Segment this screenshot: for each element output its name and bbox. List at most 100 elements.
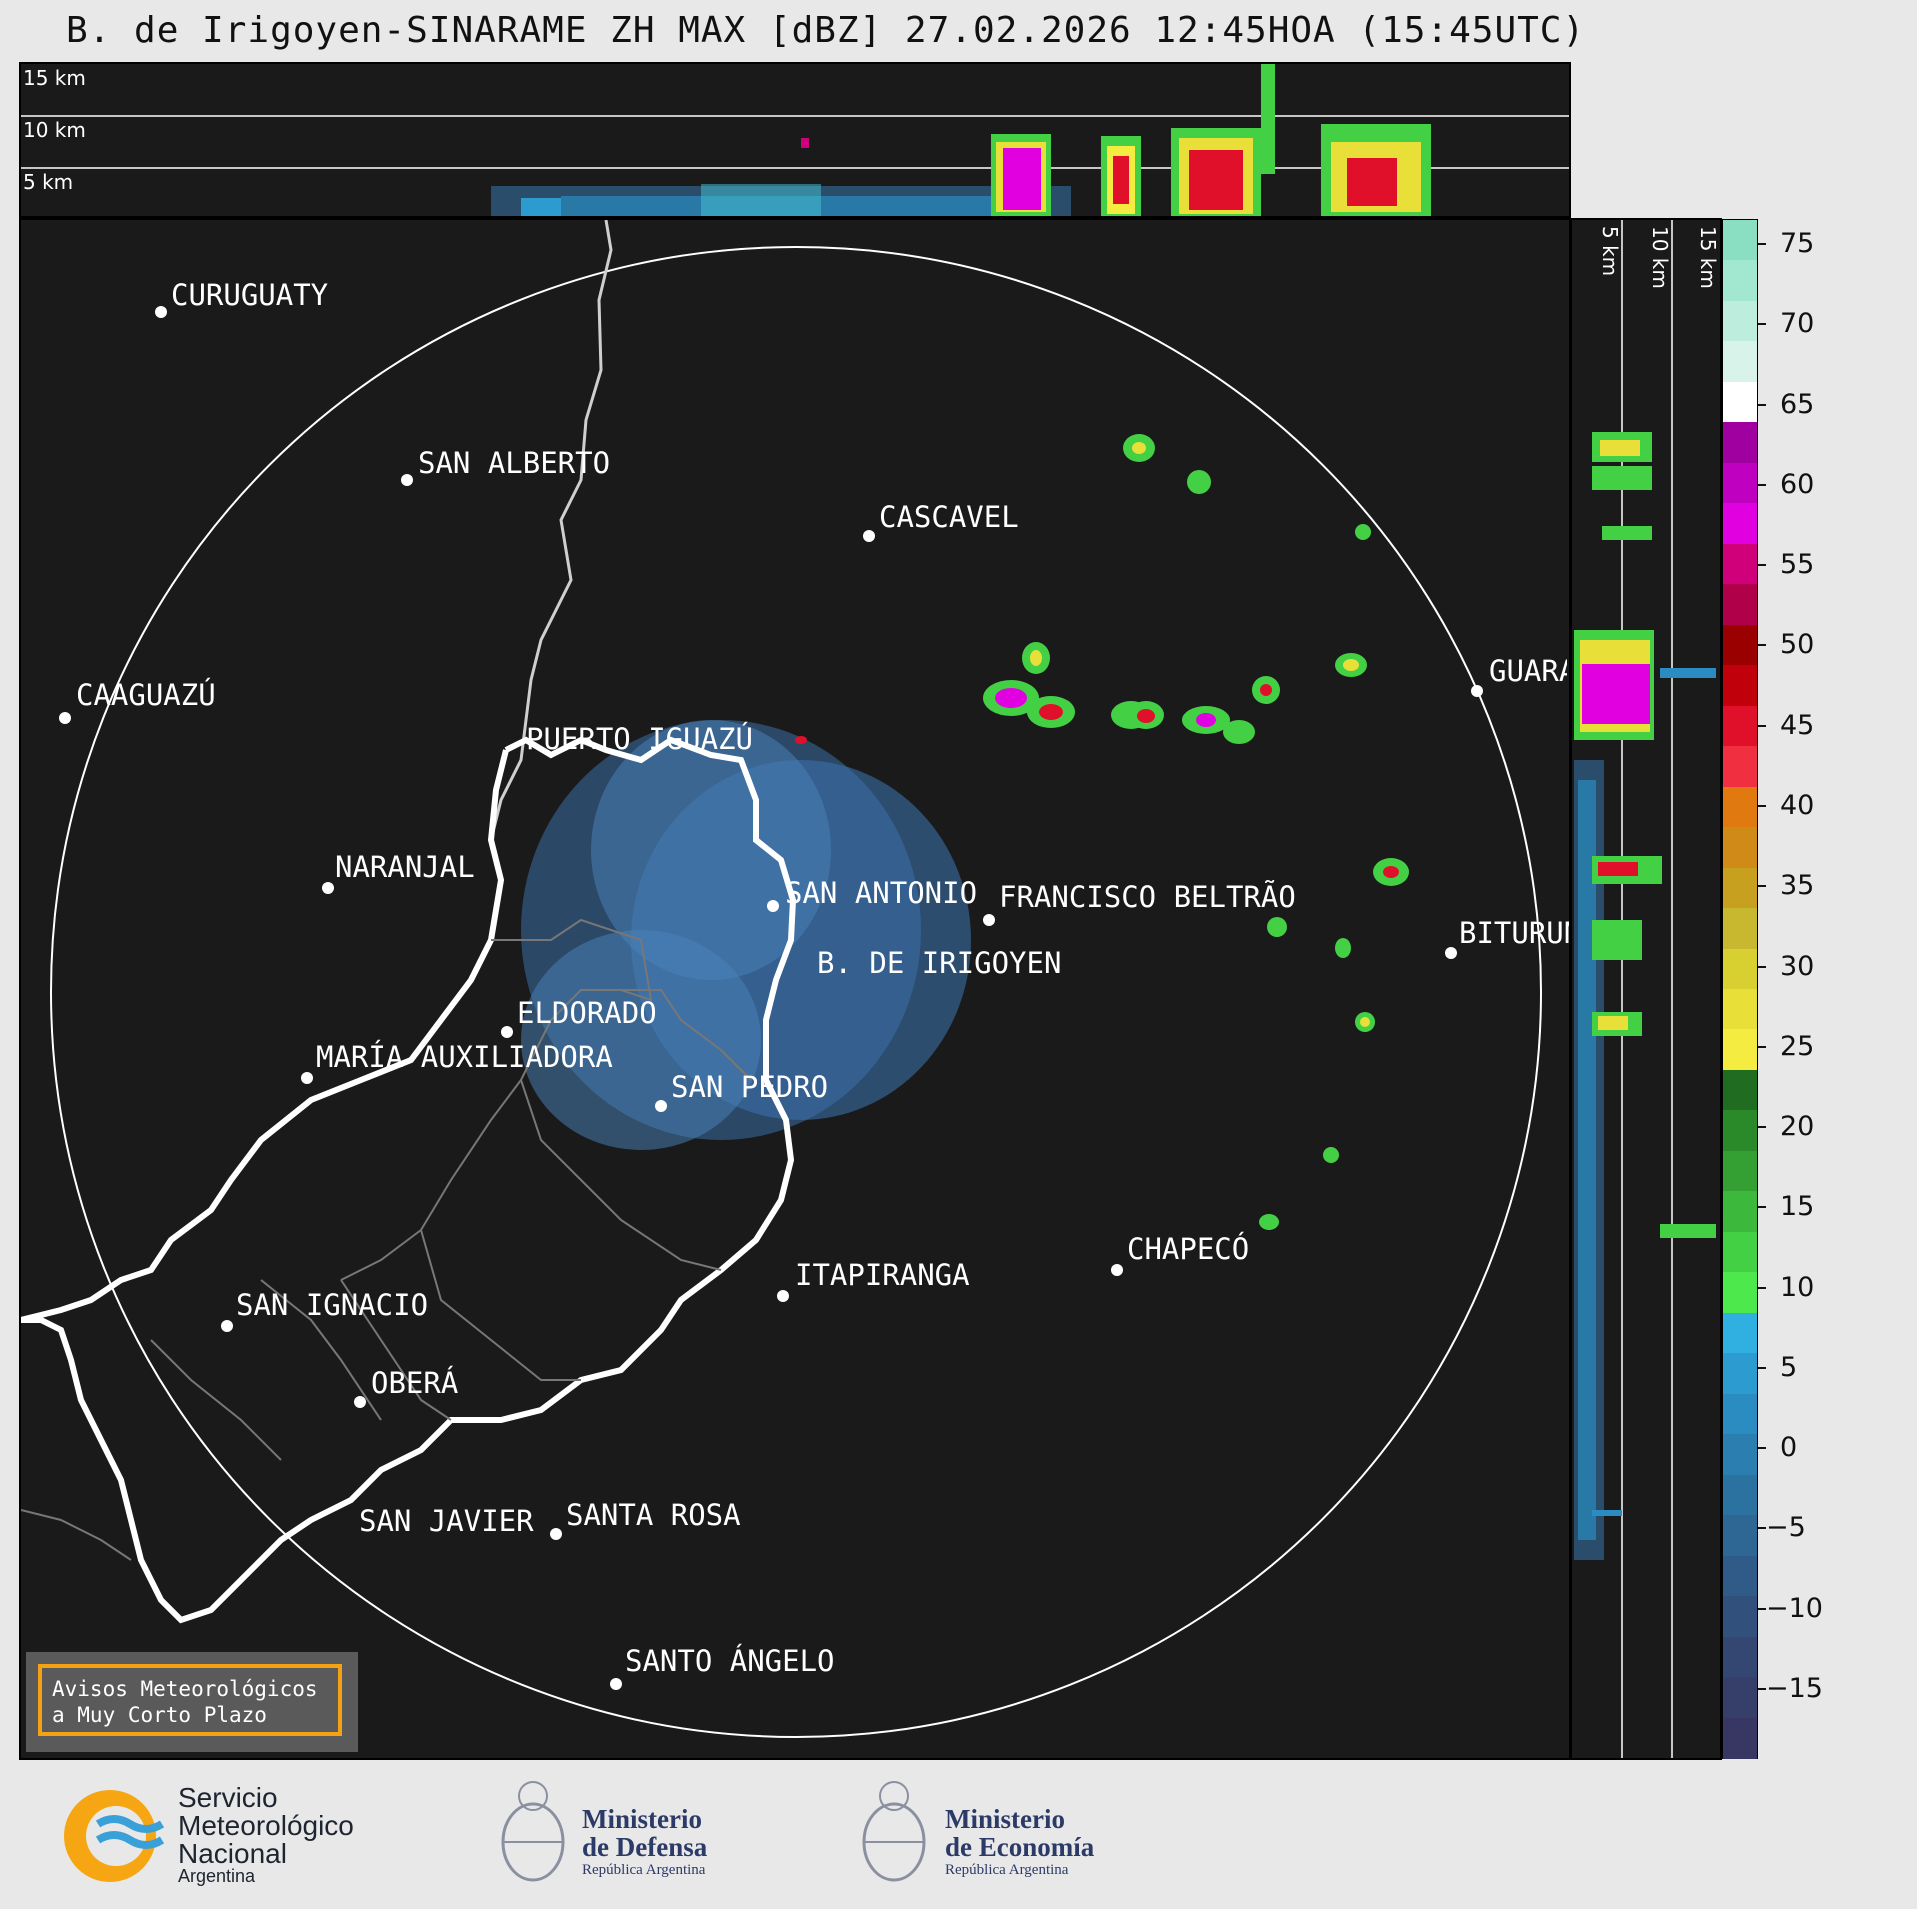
top-profile-graphics: [21, 64, 1569, 216]
colorbar-segment: [1723, 1515, 1757, 1557]
colorbar-tick-mark: [1758, 1366, 1766, 1369]
avisos-line2: a Muy Corto Plazo: [52, 1703, 267, 1727]
colorbar-tick-mark: [1758, 1126, 1766, 1129]
border-line: [489, 220, 613, 841]
defensa-logo-line2: de Defensa: [582, 1832, 708, 1862]
colorbar-segment: [1723, 1110, 1757, 1152]
colorbar-segment: [1723, 1069, 1757, 1112]
smn-logo-line2: Meteorológico: [178, 1810, 354, 1841]
avisos-frame: Avisos Meteorológicos a Muy Corto Plazo: [38, 1664, 342, 1736]
city-label-san-pedro: SAN PEDRO: [671, 1070, 829, 1104]
colorbar-segment: [1723, 1393, 1757, 1436]
colorbar-tick-mark: [1758, 564, 1766, 567]
map-title: B. de Irigoyen-SINARAME ZH MAX [dBZ] 27.…: [66, 10, 1586, 51]
colorbar-tick-label: 40: [1780, 789, 1815, 821]
colorbar-segment: [1723, 462, 1757, 505]
colorbar-tick-label: 30: [1780, 950, 1815, 982]
avisos-box[interactable]: Avisos Meteorológicos a Muy Corto Plazo: [26, 1652, 358, 1752]
range-ring: [50, 246, 1542, 1738]
city-label-eldorado: ELDORADO: [517, 996, 657, 1030]
side-height-label-5km: 5 km: [1598, 226, 1622, 277]
coat-of-arms-icon: [862, 1781, 926, 1882]
colorbar-tick-mark: [1758, 1045, 1766, 1048]
city-dot: [501, 1026, 513, 1038]
colorbar-tick-mark: [1758, 965, 1766, 968]
side-profile-graphics: [1574, 220, 1716, 1758]
colorbar-segment: [1723, 786, 1757, 829]
colorbar-tick-label: −5: [1766, 1512, 1806, 1544]
economia-logo-line3: República Argentina: [945, 1862, 1069, 1878]
colorbar-tick-mark: [1758, 1447, 1766, 1450]
city-label-maria-auxiliadora: MARÍA AUXILIADORA: [316, 1040, 613, 1074]
storm-cells: [795, 434, 1409, 1230]
colorbar-tick-label: 35: [1780, 870, 1815, 902]
colorbar-tick-mark: [1758, 323, 1766, 326]
colorbar-tick-mark: [1758, 1607, 1766, 1610]
city-dot: [610, 1678, 622, 1690]
city-label-curuguaty: CURUGUATY: [171, 278, 329, 312]
city-dot: [863, 530, 875, 542]
colorbar-segment: [1723, 1353, 1757, 1395]
colorbar-segment: [1723, 1312, 1757, 1355]
city-label-itapiranga: ITAPIRANGA: [795, 1258, 970, 1292]
colorbar-segment: [1723, 705, 1757, 748]
colorbar-segment: [1723, 543, 1757, 586]
colorbar-segment: [1723, 422, 1757, 464]
colorbar-tick-mark: [1758, 885, 1766, 888]
colorbar-tick-label: 50: [1780, 629, 1815, 661]
colorbar-segment: [1723, 827, 1757, 869]
height-label-15km: 15 km: [23, 66, 86, 90]
colorbar-segment: [1723, 1150, 1757, 1193]
economia-logo-line1: Ministerio: [945, 1804, 1065, 1834]
colorbar-segment: [1723, 260, 1757, 302]
colorbar-segment: [1723, 1555, 1757, 1598]
colorbar-tick-mark: [1758, 403, 1766, 406]
colorbar-segment: [1723, 1717, 1757, 1759]
side-height-profile: 5 km 10 km 15 km: [1570, 218, 1722, 1760]
colorbar-segment: [1723, 1434, 1757, 1476]
colorbar-tick-label: 65: [1780, 388, 1815, 420]
city-label-san-antonio: SAN ANTONIO: [785, 876, 978, 910]
top-height-profile: 15 km 10 km 5 km: [19, 62, 1571, 218]
side-height-label-10km: 10 km: [1648, 226, 1672, 289]
city-dot: [777, 1290, 789, 1302]
colorbar-segment: [1723, 1596, 1757, 1638]
smn-logo-line1: Servicio: [178, 1782, 278, 1813]
city-dot: [1471, 685, 1483, 697]
colorbar-tick-label: 15: [1780, 1191, 1815, 1223]
colorbar-segment: [1723, 503, 1757, 545]
colorbar-segment: [1723, 300, 1757, 343]
city-dot: [59, 712, 71, 724]
colorbar-tick-mark: [1758, 1527, 1766, 1530]
colorbar-segment: [1723, 1636, 1757, 1679]
colorbar-segment: [1723, 381, 1757, 424]
city-dot: [767, 900, 779, 912]
city-dot: [1445, 947, 1457, 959]
colorbar-segment: [1723, 908, 1757, 950]
colorbar-segment: [1723, 584, 1757, 626]
colorbar-segment: [1723, 1677, 1757, 1719]
city-label-santa-rosa: SANTA ROSA: [566, 1498, 741, 1532]
colorbar-tick-label: 75: [1780, 228, 1815, 259]
colorbar-segment: [1723, 1029, 1757, 1071]
colorbar-tick-label: 60: [1780, 468, 1815, 500]
colorbar-segment: [1723, 220, 1757, 262]
city-dot: [983, 914, 995, 926]
colorbar-tick-mark: [1758, 644, 1766, 647]
defensa-logo-line3: República Argentina: [582, 1862, 706, 1878]
city-dot: [1111, 1264, 1123, 1276]
city-label-chapeco: CHAPECÓ: [1127, 1232, 1250, 1266]
colorbar-tick-label: 5: [1780, 1351, 1798, 1383]
side-height-label-15km: 15 km: [1696, 226, 1720, 289]
city-label-puerto-iguazu: PUERTO IGUAZÚ: [526, 722, 753, 756]
city-label-b-de-irigoyen: B. DE IRIGOYEN: [817, 946, 1062, 980]
colorbar-tick-label: 25: [1780, 1030, 1815, 1062]
height-label-10km: 10 km: [23, 118, 86, 142]
parana-border: [21, 749, 509, 1323]
city-label-cascavel: CASCAVEL: [879, 500, 1019, 534]
city-label-san-javier: SAN JAVIER: [359, 1504, 534, 1538]
colorbar-tick-mark: [1758, 804, 1766, 807]
dbz-colorbar: [1722, 219, 1758, 1759]
economia-logo-line2: de Economía: [945, 1832, 1095, 1862]
misiones-border: [21, 736, 797, 1624]
